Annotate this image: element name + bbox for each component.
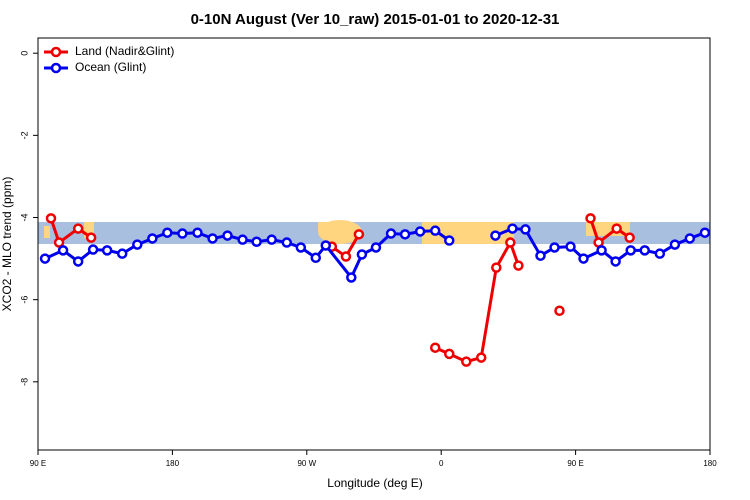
data-point — [346, 272, 357, 283]
y-tick-label: -8 — [19, 378, 29, 386]
chart-title: 0-10N August (Ver 10_raw) 2015-01-01 to … — [191, 11, 560, 28]
data-point — [266, 234, 277, 245]
data-point — [132, 239, 143, 250]
data-point — [281, 237, 293, 248]
data-point — [554, 305, 565, 316]
data-point — [207, 233, 218, 244]
data-point — [192, 227, 203, 238]
data-point — [45, 213, 57, 224]
data-point — [353, 229, 365, 240]
data-point — [85, 232, 97, 243]
data-point — [490, 230, 501, 241]
data-point — [72, 256, 84, 267]
data-point — [520, 224, 531, 235]
land-patch — [44, 226, 50, 238]
data-point — [684, 233, 696, 244]
data-point — [399, 229, 411, 240]
data-point — [669, 239, 681, 250]
x-tick-label: 0 — [439, 459, 444, 468]
x-tick-label: 90 E — [567, 459, 583, 468]
y-tick-label: -6 — [19, 296, 29, 304]
data-point — [699, 227, 711, 238]
x-tick-label: 90 W — [297, 459, 316, 468]
data-point — [57, 245, 69, 256]
data-point — [101, 245, 113, 256]
data-point — [53, 237, 65, 248]
data-point — [39, 253, 51, 264]
data-point — [535, 250, 546, 261]
data-point — [237, 234, 248, 245]
data-point — [611, 223, 622, 234]
data-point — [585, 213, 596, 224]
series-line — [589, 217, 631, 246]
data-point — [87, 244, 99, 255]
data-point — [385, 228, 397, 239]
data-point — [429, 342, 441, 353]
data-point — [491, 262, 502, 273]
data-point — [444, 235, 455, 246]
data-point — [578, 253, 589, 264]
data-point — [549, 242, 560, 253]
series-line — [44, 229, 451, 281]
legend-label: Land (Nadir&Glint) — [75, 44, 174, 58]
data-point — [310, 252, 322, 264]
data-point — [72, 223, 84, 234]
x-tick-label: 180 — [166, 459, 180, 468]
data-point — [596, 245, 607, 256]
legend-marker — [50, 46, 62, 58]
data-point — [505, 237, 516, 248]
series-line — [434, 238, 520, 364]
data-point — [625, 245, 636, 256]
data-point — [222, 230, 233, 241]
data-point — [162, 227, 173, 238]
land-patch — [318, 222, 328, 230]
data-point — [177, 228, 188, 239]
data-point — [370, 242, 382, 253]
x-tick-label: 180 — [703, 459, 717, 468]
x-tick-label: 90 E — [30, 459, 46, 468]
data-point — [414, 226, 426, 237]
data-point — [610, 256, 621, 267]
data-point — [356, 249, 368, 260]
series-line — [49, 217, 93, 245]
legend-label: Ocean (Glint) — [75, 60, 146, 74]
data-point — [147, 233, 158, 244]
legend: Land (Nadir&Glint) Ocean (Glint) — [44, 44, 174, 74]
data-point — [429, 225, 441, 236]
data-point — [444, 348, 455, 360]
data-point — [513, 260, 524, 271]
land-patch — [318, 220, 362, 244]
data-point — [507, 223, 518, 234]
plot-frame — [37, 37, 711, 451]
data-point — [624, 232, 635, 243]
data-point — [320, 240, 332, 251]
data-point — [565, 241, 576, 252]
data-point — [116, 248, 128, 259]
land-patch — [84, 222, 94, 238]
data-point — [340, 251, 352, 262]
y-tick-label: -4 — [19, 213, 29, 221]
y-axis-label: XCO2 - MLO trend (ppm) — [0, 177, 14, 312]
data-point — [639, 245, 650, 256]
ocean-band — [38, 222, 710, 244]
data-point — [461, 356, 472, 367]
data-point — [251, 236, 262, 247]
y-tick-label: -2 — [19, 131, 29, 139]
x-axis-label: Longitude (deg E) — [327, 476, 422, 490]
data-point — [295, 242, 307, 253]
y-tick-label: 0 — [19, 51, 29, 56]
data-point — [475, 352, 487, 363]
legend-marker — [50, 62, 62, 74]
data-point — [654, 248, 666, 259]
